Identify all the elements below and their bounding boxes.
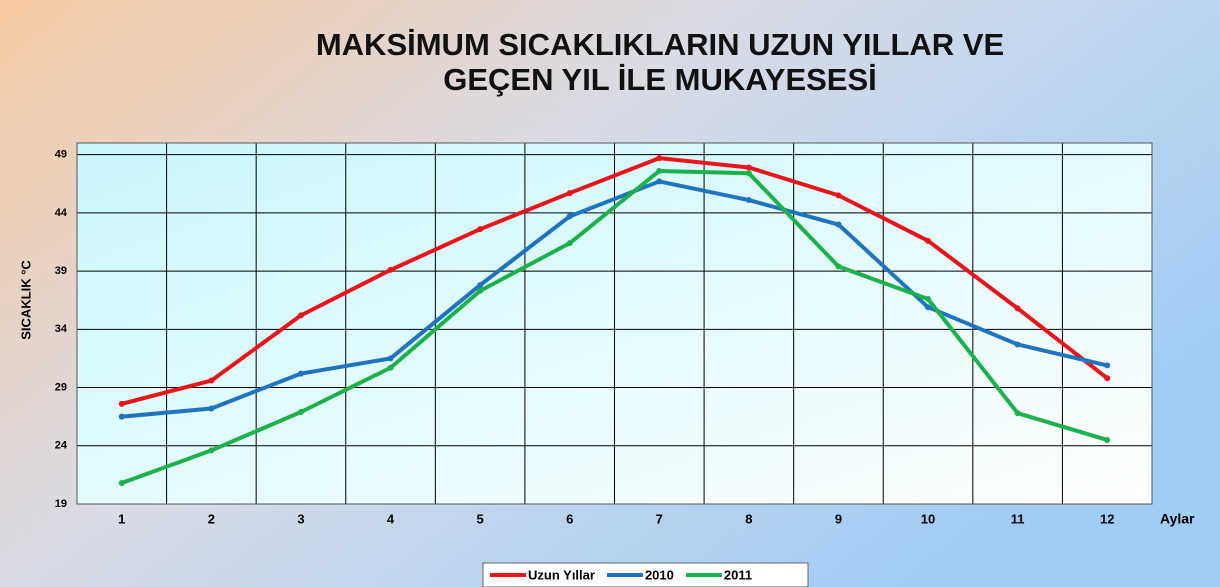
point <box>925 304 932 311</box>
x-tick-label: 1 <box>118 511 125 526</box>
y-tick-label: 49 <box>55 149 67 161</box>
point <box>208 405 215 412</box>
point <box>835 221 842 228</box>
point <box>1104 375 1111 382</box>
y-tick-label: 39 <box>55 265 67 277</box>
title-line: MAKSİMUM SICAKLIKLARIN UZUN YILLAR VE <box>316 27 1004 62</box>
point <box>297 312 304 319</box>
point <box>656 155 663 162</box>
point <box>745 197 752 204</box>
point <box>118 413 125 420</box>
point <box>118 400 125 407</box>
point <box>387 364 394 371</box>
point <box>477 226 484 233</box>
x-tick-label: 3 <box>297 511 304 526</box>
y-tick-label: 34 <box>55 323 68 335</box>
point <box>208 447 215 454</box>
x-tick-label: 6 <box>566 511 573 526</box>
point <box>1014 341 1021 348</box>
point <box>566 190 573 197</box>
y-tick-label: 29 <box>55 381 67 393</box>
series-line <box>121 179 1108 419</box>
x-tick-label: 7 <box>656 511 663 526</box>
point <box>745 164 752 171</box>
point <box>745 170 752 177</box>
point <box>656 167 663 174</box>
plot-border <box>76 142 1153 505</box>
point <box>297 370 304 377</box>
point <box>925 237 932 244</box>
point <box>1104 436 1111 443</box>
x-tick-label: 4 <box>387 511 395 526</box>
legend-label: 2011 <box>724 567 752 582</box>
point <box>297 409 304 416</box>
x-tick-label: 8 <box>745 511 752 526</box>
point <box>477 282 484 289</box>
legend-label: 2010 <box>645 567 674 582</box>
x-tick-label: 9 <box>835 511 842 526</box>
x-tick-label: 10 <box>921 511 935 526</box>
x-tick-label: 11 <box>1011 511 1025 526</box>
point <box>1014 410 1021 417</box>
series-line <box>121 168 1108 485</box>
x-axis-label: Aylar <box>1160 511 1195 527</box>
point <box>387 355 394 362</box>
point <box>566 213 573 220</box>
y-tick-label: 24 <box>55 440 68 452</box>
legend <box>482 562 809 587</box>
title-line: GEÇEN YIL İLE MUKAYESESİ <box>443 62 877 97</box>
y-tick-label: 19 <box>55 498 67 510</box>
point <box>656 178 663 185</box>
point <box>925 296 932 303</box>
point <box>1104 362 1111 369</box>
point <box>118 480 125 487</box>
point <box>835 192 842 199</box>
point <box>1014 305 1021 312</box>
x-tick-label: 12 <box>1100 511 1114 526</box>
series-line <box>121 156 1109 406</box>
x-tick-label: 2 <box>208 511 215 526</box>
point <box>566 240 573 247</box>
y-tick-label: 44 <box>55 207 68 219</box>
point <box>387 266 394 273</box>
legend-label: Uzun Yıllar <box>528 567 595 582</box>
x-tick-label: 5 <box>477 511 484 526</box>
y-axis-label: SICAKLIK °C <box>18 260 33 340</box>
point <box>208 377 215 384</box>
point <box>835 263 842 270</box>
point <box>477 287 484 294</box>
